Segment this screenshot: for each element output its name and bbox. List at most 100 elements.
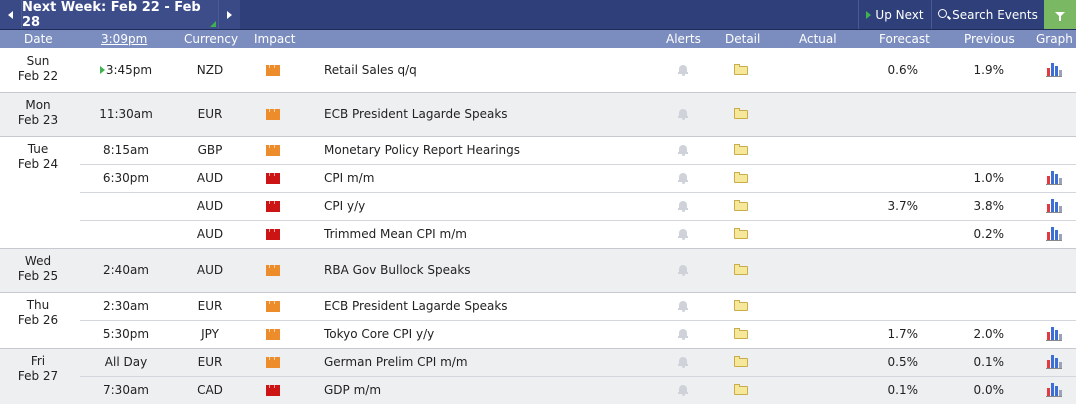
day-label: Mon Feb 23 <box>0 98 76 128</box>
event-title[interactable]: GDP m/m <box>324 383 382 397</box>
previous-week-button[interactable] <box>0 0 22 29</box>
day-block <box>0 48 1076 92</box>
event-row[interactable]: AUD CPI y/y 3.7% 3.8% <box>80 192 1076 220</box>
graph-icon[interactable] <box>1046 326 1062 341</box>
event-title[interactable]: Trimmed Mean CPI m/m <box>324 227 467 241</box>
event-title[interactable]: Tokyo Core CPI y/y <box>324 327 435 341</box>
detail-folder-icon[interactable] <box>734 64 748 75</box>
day-date: Feb 23 <box>17 113 59 127</box>
event-row[interactable]: 8:15am GBP Monetary Policy Report Hearings <box>80 136 1076 164</box>
detail-folder-icon[interactable] <box>734 200 748 211</box>
event-row[interactable]: 6:30pm AUD CPI m/m 1.0% <box>80 164 1076 192</box>
event-title[interactable]: RBA Gov Bullock Speaks <box>324 263 471 277</box>
impact-icon[interactable] <box>266 145 280 156</box>
header-forecast: Forecast <box>879 32 930 46</box>
impact-icon[interactable] <box>266 173 280 184</box>
event-currency: EUR <box>197 355 223 369</box>
detail-folder-icon[interactable] <box>734 300 748 311</box>
graph-icon[interactable] <box>1046 226 1062 241</box>
event-currency: JPY <box>201 327 219 341</box>
event-row[interactable]: 5:30pm JPY Tokyo Core CPI y/y 1.7% 2.0% <box>80 320 1076 348</box>
event-time-text: 6:30pm <box>102 171 150 185</box>
row-divider <box>80 220 1076 221</box>
event-previous: 1.9% <box>973 63 1005 77</box>
detail-folder-icon[interactable] <box>734 144 748 155</box>
event-time: 5:30pm <box>98 327 154 341</box>
header-time[interactable]: 3:09pm <box>101 32 148 46</box>
impact-icon[interactable] <box>266 229 280 240</box>
alert-bell-icon[interactable] <box>678 172 688 184</box>
search-icon <box>938 9 948 18</box>
alert-bell-icon[interactable] <box>678 356 688 368</box>
impact-icon[interactable] <box>266 329 280 340</box>
impact-icon[interactable] <box>266 265 280 276</box>
row-divider <box>80 376 1076 377</box>
day-name: Sun <box>26 54 50 68</box>
detail-folder-icon[interactable] <box>734 108 748 119</box>
alert-bell-icon[interactable] <box>678 200 688 212</box>
detail-folder-icon[interactable] <box>734 384 748 395</box>
graph-icon[interactable] <box>1046 198 1062 213</box>
event-row[interactable]: 2:30am EUR ECB President Lagarde Speaks <box>80 292 1076 320</box>
graph-icon[interactable] <box>1046 354 1062 369</box>
day-divider <box>0 248 1076 249</box>
header-date: Date <box>24 32 53 46</box>
day-label: Wed Feb 25 <box>0 254 76 284</box>
event-row[interactable]: 7:30am CAD GDP m/m 0.1% 0.0% <box>80 376 1076 404</box>
graph-icon[interactable] <box>1046 170 1062 185</box>
impact-icon[interactable] <box>266 201 280 212</box>
event-previous: 0.1% <box>973 355 1005 369</box>
impact-icon[interactable] <box>266 301 280 312</box>
alert-bell-icon[interactable] <box>678 264 688 276</box>
event-title[interactable]: ECB President Lagarde Speaks <box>324 299 508 313</box>
event-row[interactable]: 3:45pm NZD Retail Sales q/q 0.6% 1.9% <box>80 48 1076 92</box>
alert-bell-icon[interactable] <box>678 300 688 312</box>
event-time: 7:30am <box>98 383 154 397</box>
day-name: Thu <box>26 298 50 312</box>
up-next-button[interactable]: Up Next <box>858 0 931 29</box>
graph-icon[interactable] <box>1046 382 1062 397</box>
event-title[interactable]: German Prelim CPI m/m <box>324 355 468 369</box>
graph-icon[interactable] <box>1046 62 1062 77</box>
event-row[interactable]: 2:40am AUD RBA Gov Bullock Speaks <box>80 248 1076 292</box>
event-title[interactable]: Retail Sales q/q <box>324 63 417 77</box>
alert-bell-icon[interactable] <box>678 328 688 340</box>
day-divider <box>0 348 1076 349</box>
detail-folder-icon[interactable] <box>734 228 748 239</box>
day-date: Feb 26 <box>17 313 59 327</box>
filter-button[interactable] <box>1044 0 1076 29</box>
event-title[interactable]: ECB President Lagarde Speaks <box>324 107 508 121</box>
impact-icon[interactable] <box>266 65 280 76</box>
week-selector[interactable]: Next Week: Feb 22 - Feb 28 <box>22 0 218 30</box>
event-time-text: 7:30am <box>103 383 149 397</box>
alert-bell-icon[interactable] <box>678 384 688 396</box>
next-week-button[interactable] <box>218 0 240 29</box>
event-row[interactable]: AUD Trimmed Mean CPI m/m 0.2% <box>80 220 1076 248</box>
detail-folder-icon[interactable] <box>734 328 748 339</box>
event-forecast: 3.7% <box>887 199 919 213</box>
alert-bell-icon[interactable] <box>678 144 688 156</box>
day-divider <box>0 292 1076 293</box>
detail-folder-icon[interactable] <box>734 264 748 275</box>
event-row[interactable]: All Day EUR German Prelim CPI m/m 0.5% 0.1% <box>80 348 1076 376</box>
alert-bell-icon[interactable] <box>678 228 688 240</box>
next-event-icon <box>99 66 105 74</box>
day-label: Sun Feb 22 <box>0 54 76 84</box>
alert-bell-icon[interactable] <box>678 108 688 120</box>
event-row[interactable]: 11:30am EUR ECB President Lagarde Speaks <box>80 92 1076 136</box>
event-title[interactable]: Monetary Policy Report Hearings <box>324 143 521 157</box>
impact-icon[interactable] <box>266 109 280 120</box>
detail-folder-icon[interactable] <box>734 172 748 183</box>
event-currency: AUD <box>196 227 224 241</box>
search-events-button[interactable]: Search Events <box>931 0 1044 29</box>
event-time-text: 8:15am <box>103 143 149 157</box>
week-label: Next Week: Feb 22 - Feb 28 <box>22 0 201 30</box>
alert-bell-icon[interactable] <box>678 64 688 76</box>
impact-icon[interactable] <box>266 357 280 368</box>
calendar-table: Sun Feb 22 Mon Feb 23 Tue Feb 24 Wed Feb 25 Thu F… <box>0 48 1076 404</box>
detail-folder-icon[interactable] <box>734 356 748 367</box>
event-time: 2:40am <box>98 263 154 277</box>
event-title[interactable]: CPI y/y <box>324 199 366 213</box>
impact-icon[interactable] <box>266 385 280 396</box>
event-title[interactable]: CPI m/m <box>324 171 375 185</box>
